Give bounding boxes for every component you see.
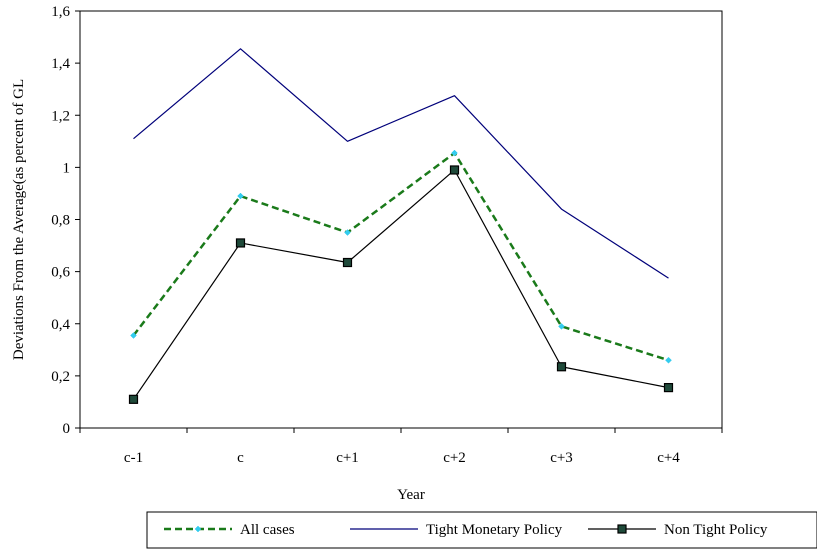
legend-label: Tight Monetary Policy	[426, 522, 563, 538]
series-line	[132, 151, 669, 362]
y-tick-label: 1	[63, 160, 71, 176]
y-tick-label: 0,8	[51, 213, 70, 229]
legend-label: All cases	[240, 522, 295, 538]
series-layer	[128, 48, 674, 404]
data-point	[194, 525, 202, 533]
data-point	[235, 238, 246, 248]
legend: All cases Tight Monetary Policy Non Tight …	[146, 511, 817, 549]
series-tight-monetary-policy	[133, 48, 669, 279]
series-non-tight-policy	[128, 165, 674, 404]
plot-frame	[79, 10, 723, 429]
data-point	[449, 165, 460, 175]
data-point	[130, 332, 137, 339]
y-tick-label: 0,4	[51, 317, 70, 333]
y-tick-label: 0,6	[51, 265, 70, 281]
data-point	[617, 524, 627, 534]
data-point	[556, 362, 567, 372]
legend-label: Non Tight Policy	[664, 522, 768, 538]
x-tick-label: c	[237, 450, 244, 466]
legend-item: Tight Monetary Policy	[350, 522, 563, 538]
y-axis: 0 0,2 0,4 0,6 0,8 1 1,2 1,4 1,6	[51, 4, 80, 437]
legend-item: Non Tight Policy	[588, 522, 768, 538]
series-line	[133, 169, 669, 400]
x-axis-title: Year	[397, 487, 425, 503]
y-tick-label: 1,6	[51, 4, 70, 20]
data-point	[237, 192, 244, 200]
data-point	[665, 356, 672, 364]
y-axis-title: Deviations From the Average(as percent o…	[11, 79, 27, 360]
y-tick-label: 0	[63, 421, 71, 437]
x-tick-label: c+2	[443, 450, 466, 466]
series-line	[133, 48, 669, 279]
data-point	[451, 149, 458, 157]
x-tick-label: c+1	[336, 450, 359, 466]
y-tick-label: 1,2	[51, 108, 70, 124]
legend-item: All cases	[164, 522, 295, 538]
x-tick-label: c+4	[657, 450, 680, 466]
y-tick-label: 1,4	[51, 56, 70, 72]
x-tick-label: c+3	[550, 450, 573, 466]
data-point	[663, 383, 674, 393]
data-point	[558, 323, 565, 330]
x-tick-label: c-1	[124, 450, 143, 466]
x-axis: c-1 c c+1 c+2 c+3 c+4	[79, 428, 723, 466]
data-point	[128, 394, 139, 404]
plot-area	[79, 10, 723, 429]
series-all-cases	[130, 149, 672, 364]
data-point	[342, 257, 353, 268]
data-point	[344, 229, 351, 236]
y-tick-label: 0,2	[51, 369, 70, 385]
legend-box	[146, 511, 817, 549]
